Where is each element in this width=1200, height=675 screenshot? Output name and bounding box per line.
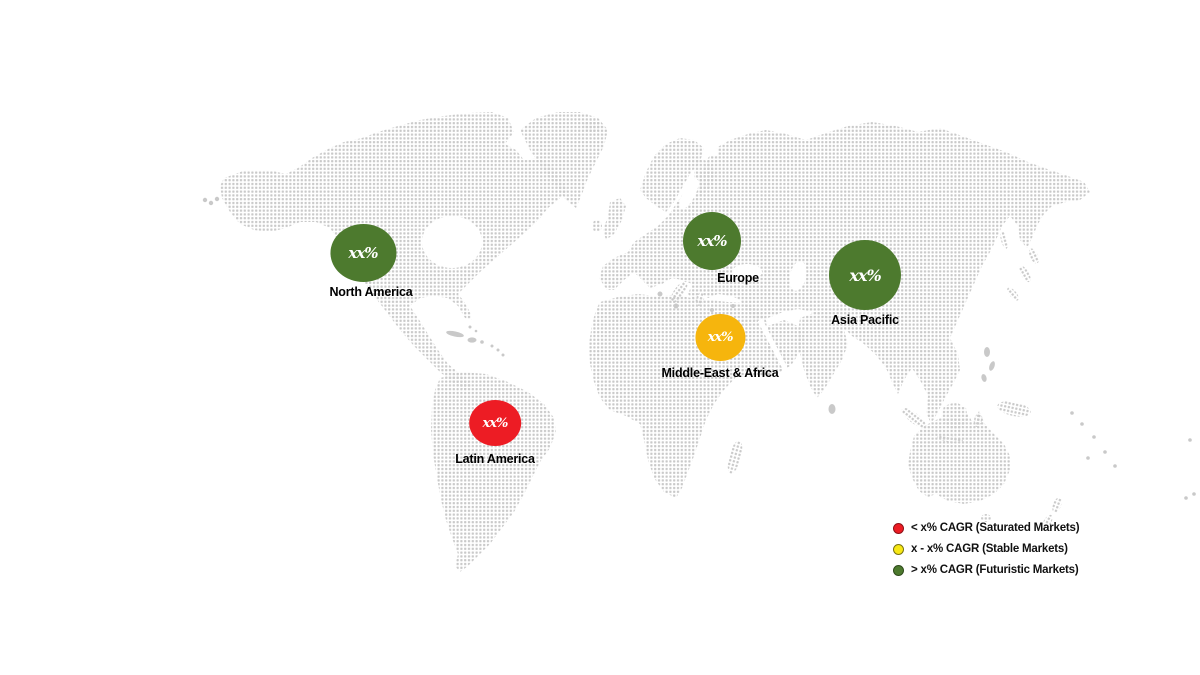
legend: < x% CAGR (Saturated Markets) x - x% CAG… [893,521,1080,577]
legend-label-futuristic: > x% CAGR (Futuristic Markets) [911,564,1079,576]
region-europe: xx% Europe [683,212,759,285]
island-tasmania [981,514,991,522]
latin-america-bubble: xx% [468,400,521,446]
sea-black-sea [732,264,762,280]
legend-swatch-saturated-icon [893,522,904,534]
north-america-label: North America [329,285,413,299]
latin-america-cagr-value: xx% [482,415,509,431]
legend-item-futuristic: > x% CAGR (Futuristic Markets) [893,563,1079,577]
aleutian-island-dot [208,200,214,206]
islands-japan [1000,231,1039,301]
islands-philippines [981,347,995,382]
island-great-britain [603,198,626,240]
continent-australia [908,411,1010,504]
middle-east-africa-cagr-value: xx% [707,330,734,345]
region-latin-america: xx% Latin America [455,400,535,466]
continent-south-america [431,372,556,572]
sea-red-sea [757,318,791,376]
middle-east-africa-bubble: xx% [695,314,745,361]
island-sardinia [657,291,663,297]
legend-item-saturated: < x% CAGR (Saturated Markets) [893,521,1080,535]
legend-item-stable: x - x% CAGR (Stable Markets) [893,542,1079,556]
island-ireland [592,220,602,232]
region-north-america: xx% North America [321,224,413,299]
peninsula-india [797,312,848,398]
legend-swatch-futuristic-icon [893,564,904,576]
peninsula-scandinavia [640,138,704,212]
island-madagascar [727,440,743,474]
middle-east-africa-label: Middle-East & Africa [661,366,779,380]
sea-baltic [679,178,699,210]
asia-pacific-label: Asia Pacific [831,313,899,327]
region-asia-pacific: xx% Asia Pacific [829,240,901,327]
islands-caribbean [446,325,505,357]
region-middle-east-africa: xx% Middle-East & Africa [661,314,779,380]
islands-new-zealand [1041,497,1062,532]
island-iceland [583,120,601,132]
islands-pacific [1070,411,1196,500]
europe-cagr-value: xx% [697,232,727,250]
latin-america-label: Latin America [455,452,535,466]
north-america-bubble: xx% [329,224,396,282]
sea-caspian [789,261,807,291]
aleutian-island-dot [214,196,220,202]
europe-label: Europe [717,271,759,285]
sea-white-sea [709,147,719,157]
asia-pacific-cagr-value: xx% [849,265,881,285]
europe-bubble: xx% [683,212,741,270]
legend-label-saturated: < x% CAGR (Saturated Markets) [911,522,1080,534]
north-america-cagr-value: xx% [348,244,378,262]
island-greenland [520,112,608,208]
legend-swatch-stable-icon [893,543,904,555]
legend-label-stable: x - x% CAGR (Stable Markets) [911,543,1068,555]
asia-pacific-bubble: xx% [829,240,901,310]
aleutian-island-dot [202,197,208,203]
island-sri-lanka [828,404,836,414]
sea-hudson-bay [422,216,482,268]
peninsula-arabia [766,320,804,370]
